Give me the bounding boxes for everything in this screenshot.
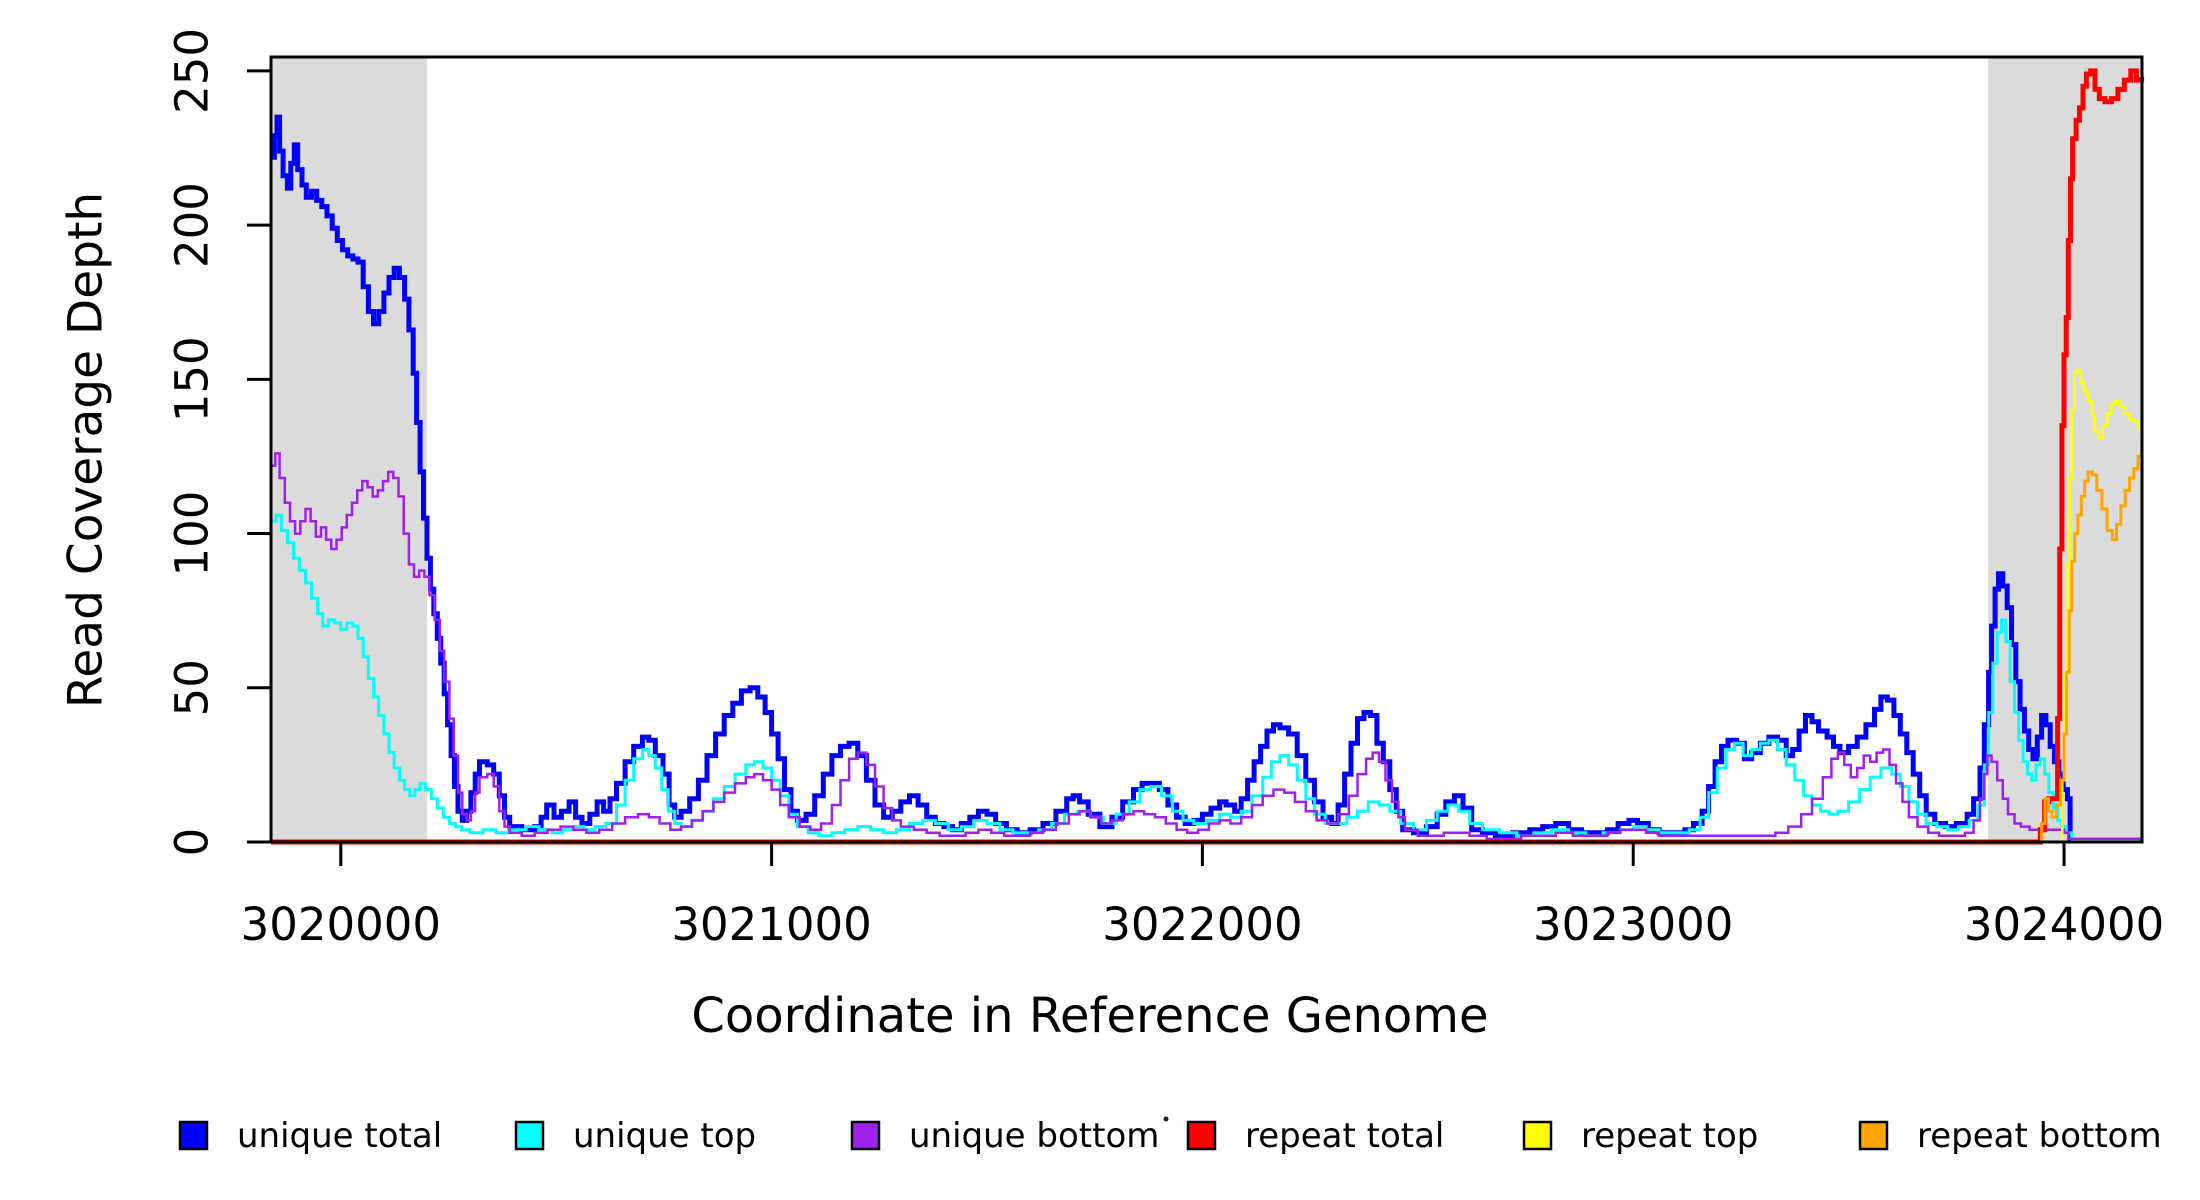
legend-label: repeat top <box>1581 1116 1758 1156</box>
axis-tick-labels: 3020000 3021000 3022000 3023000 3024000 0 50 10… <box>166 28 2165 951</box>
series-unique-top <box>271 513 2074 842</box>
legend-label: unique top <box>573 1116 756 1156</box>
x-tick-label: 3021000 <box>671 898 871 951</box>
legend-item-unique-top: unique top <box>514 1116 756 1156</box>
series-unique-total <box>271 114 2073 842</box>
y-axis-title: Read Coverage Depth <box>59 192 114 708</box>
y-tick-label: 0 <box>166 828 219 857</box>
legend-item-repeat-total: repeat total <box>1186 1116 1444 1156</box>
x-tick-label: 3023000 <box>1533 898 1733 951</box>
legend-swatch-unique-top <box>514 1120 545 1151</box>
legend-label: unique bottom <box>909 1116 1159 1156</box>
x-tick-label: 3020000 <box>241 898 441 951</box>
y-tick-label: 50 <box>166 659 219 716</box>
x-tick-label: 3024000 <box>1964 898 2164 951</box>
y-tick-label: 250 <box>166 28 219 114</box>
axis-ticks <box>247 69 2066 866</box>
legend-label: repeat total <box>1245 1116 1444 1156</box>
series-repeat-bottom <box>271 447 2144 844</box>
plot-box <box>269 55 2144 844</box>
y-tick-label: 100 <box>166 491 219 577</box>
legend-swatch-unique-bottom <box>850 1120 881 1151</box>
legend-item-repeat-top: repeat top <box>1522 1116 1758 1156</box>
x-axis-title: Coordinate in Reference Genome <box>691 988 1488 1044</box>
shaded-region-1 <box>271 57 427 842</box>
x-tick-label: 3022000 <box>1102 898 1302 951</box>
plot-frame <box>269 55 2144 844</box>
legend: unique total unique top unique bottom repea… <box>178 1116 2162 1156</box>
legend-swatch-repeat-total <box>1186 1120 1217 1151</box>
series-unique-bottom <box>271 452 2142 841</box>
series-repeat-total <box>271 68 2145 845</box>
stray-dot-artifact <box>1163 1116 1169 1122</box>
legend-swatch-unique-total <box>178 1120 209 1151</box>
legend-item-unique-bottom: unique bottom <box>850 1116 1159 1156</box>
legend-swatch-repeat-top <box>1522 1120 1553 1151</box>
legend-label: repeat bottom <box>1917 1116 2162 1156</box>
y-tick-label: 150 <box>166 336 219 422</box>
legend-label: unique total <box>237 1116 442 1156</box>
coverage-series <box>271 68 2145 845</box>
shaded-regions <box>271 57 2142 842</box>
legend-swatch-repeat-bottom <box>1858 1120 1889 1151</box>
legend-item-unique-total: unique total <box>178 1116 442 1156</box>
series-repeat-top <box>271 368 2143 844</box>
y-tick-label: 200 <box>166 182 219 268</box>
legend-item-repeat-bottom: repeat bottom <box>1858 1116 2162 1156</box>
